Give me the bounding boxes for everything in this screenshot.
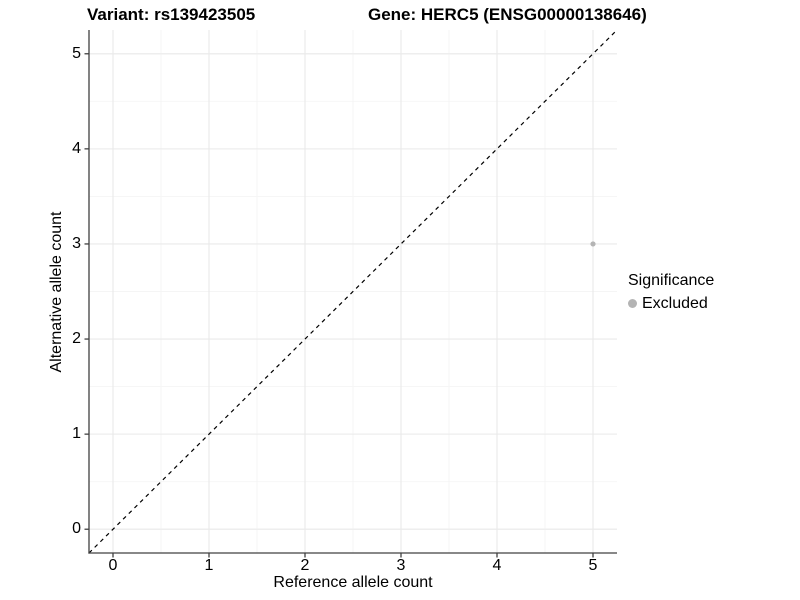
legend-item: Excluded <box>628 293 714 314</box>
x-tick-label: 0 <box>108 557 118 574</box>
y-tick-label: 2 <box>72 330 81 348</box>
y-tick-label: 5 <box>72 44 81 62</box>
y-tick-label: 3 <box>72 234 81 252</box>
x-tick-label: 2 <box>300 557 310 574</box>
x-tick-label: 4 <box>492 557 502 574</box>
legend-title: Significance <box>628 272 715 289</box>
x-axis-label: Reference allele count <box>273 574 433 591</box>
y-tick-label: 1 <box>72 425 81 443</box>
y-tick-label: 0 <box>72 520 81 538</box>
y-tick-label: 4 <box>72 139 81 157</box>
identity-line <box>88 30 618 554</box>
x-tick-label: 1 <box>204 557 214 574</box>
plot-panel-svg <box>84 30 618 558</box>
x-tick-label: 5 <box>588 557 598 574</box>
legend: Significance Excluded <box>628 270 714 314</box>
x-tick-label: 3 <box>396 557 406 574</box>
legend-item-label: Excluded <box>642 295 708 312</box>
legend-point-icon <box>628 299 637 308</box>
data-point <box>590 241 596 247</box>
plot-title-variant: Variant: rs139423505 <box>87 5 256 24</box>
plot-title-gene: Gene: HERC5 (ENSG00000138646) <box>368 5 647 24</box>
legend-items: Excluded <box>628 293 714 314</box>
